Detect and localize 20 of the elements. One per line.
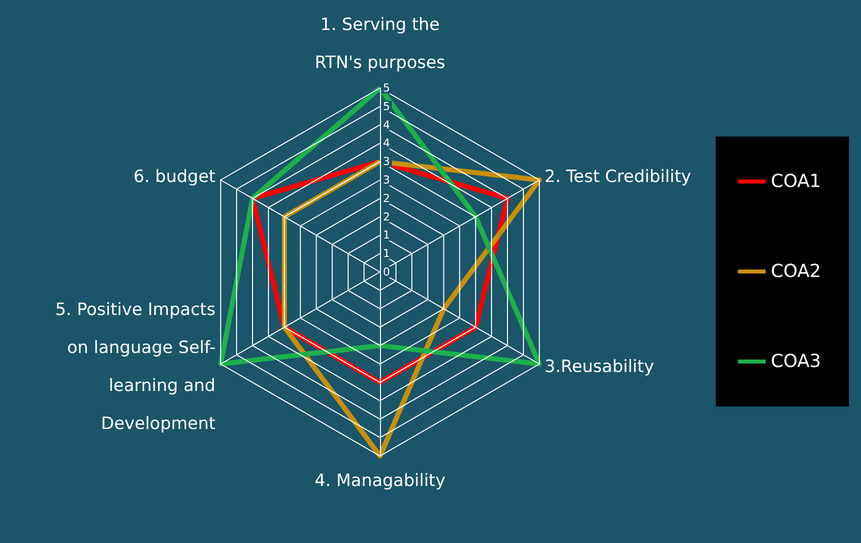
y-tick-label: 4	[383, 136, 390, 150]
y-tick-label: 2	[383, 192, 390, 205]
spoke-label: 6. budget	[134, 167, 216, 187]
y-tick-label: 1	[383, 228, 390, 242]
y-tick-label: 5	[383, 100, 390, 113]
legend-label: COA3	[770, 351, 821, 372]
legend-label: COA2	[770, 261, 821, 282]
legend-label: COA1	[770, 171, 821, 192]
spoke-label: 1. Serving the RTN's purposes	[314, 15, 446, 73]
y-tick-label: 0	[383, 266, 390, 278]
y-tick-label: 1	[383, 247, 390, 260]
spoke-label: 4. Managability	[314, 471, 446, 491]
spoke-label: 5. Positive Impacts on language Self-learning and Development	[55, 300, 216, 434]
spoke-label: 2. Test Credibility	[544, 167, 692, 187]
y-tick-label: 3	[383, 155, 390, 168]
y-tick-label: 4	[383, 118, 390, 132]
spoke-label: 3.Reusability	[544, 357, 654, 377]
y-tick-label: 2	[383, 210, 390, 224]
y-tick-label: 5	[383, 82, 390, 94]
y-tick-label: 3	[383, 174, 390, 186]
